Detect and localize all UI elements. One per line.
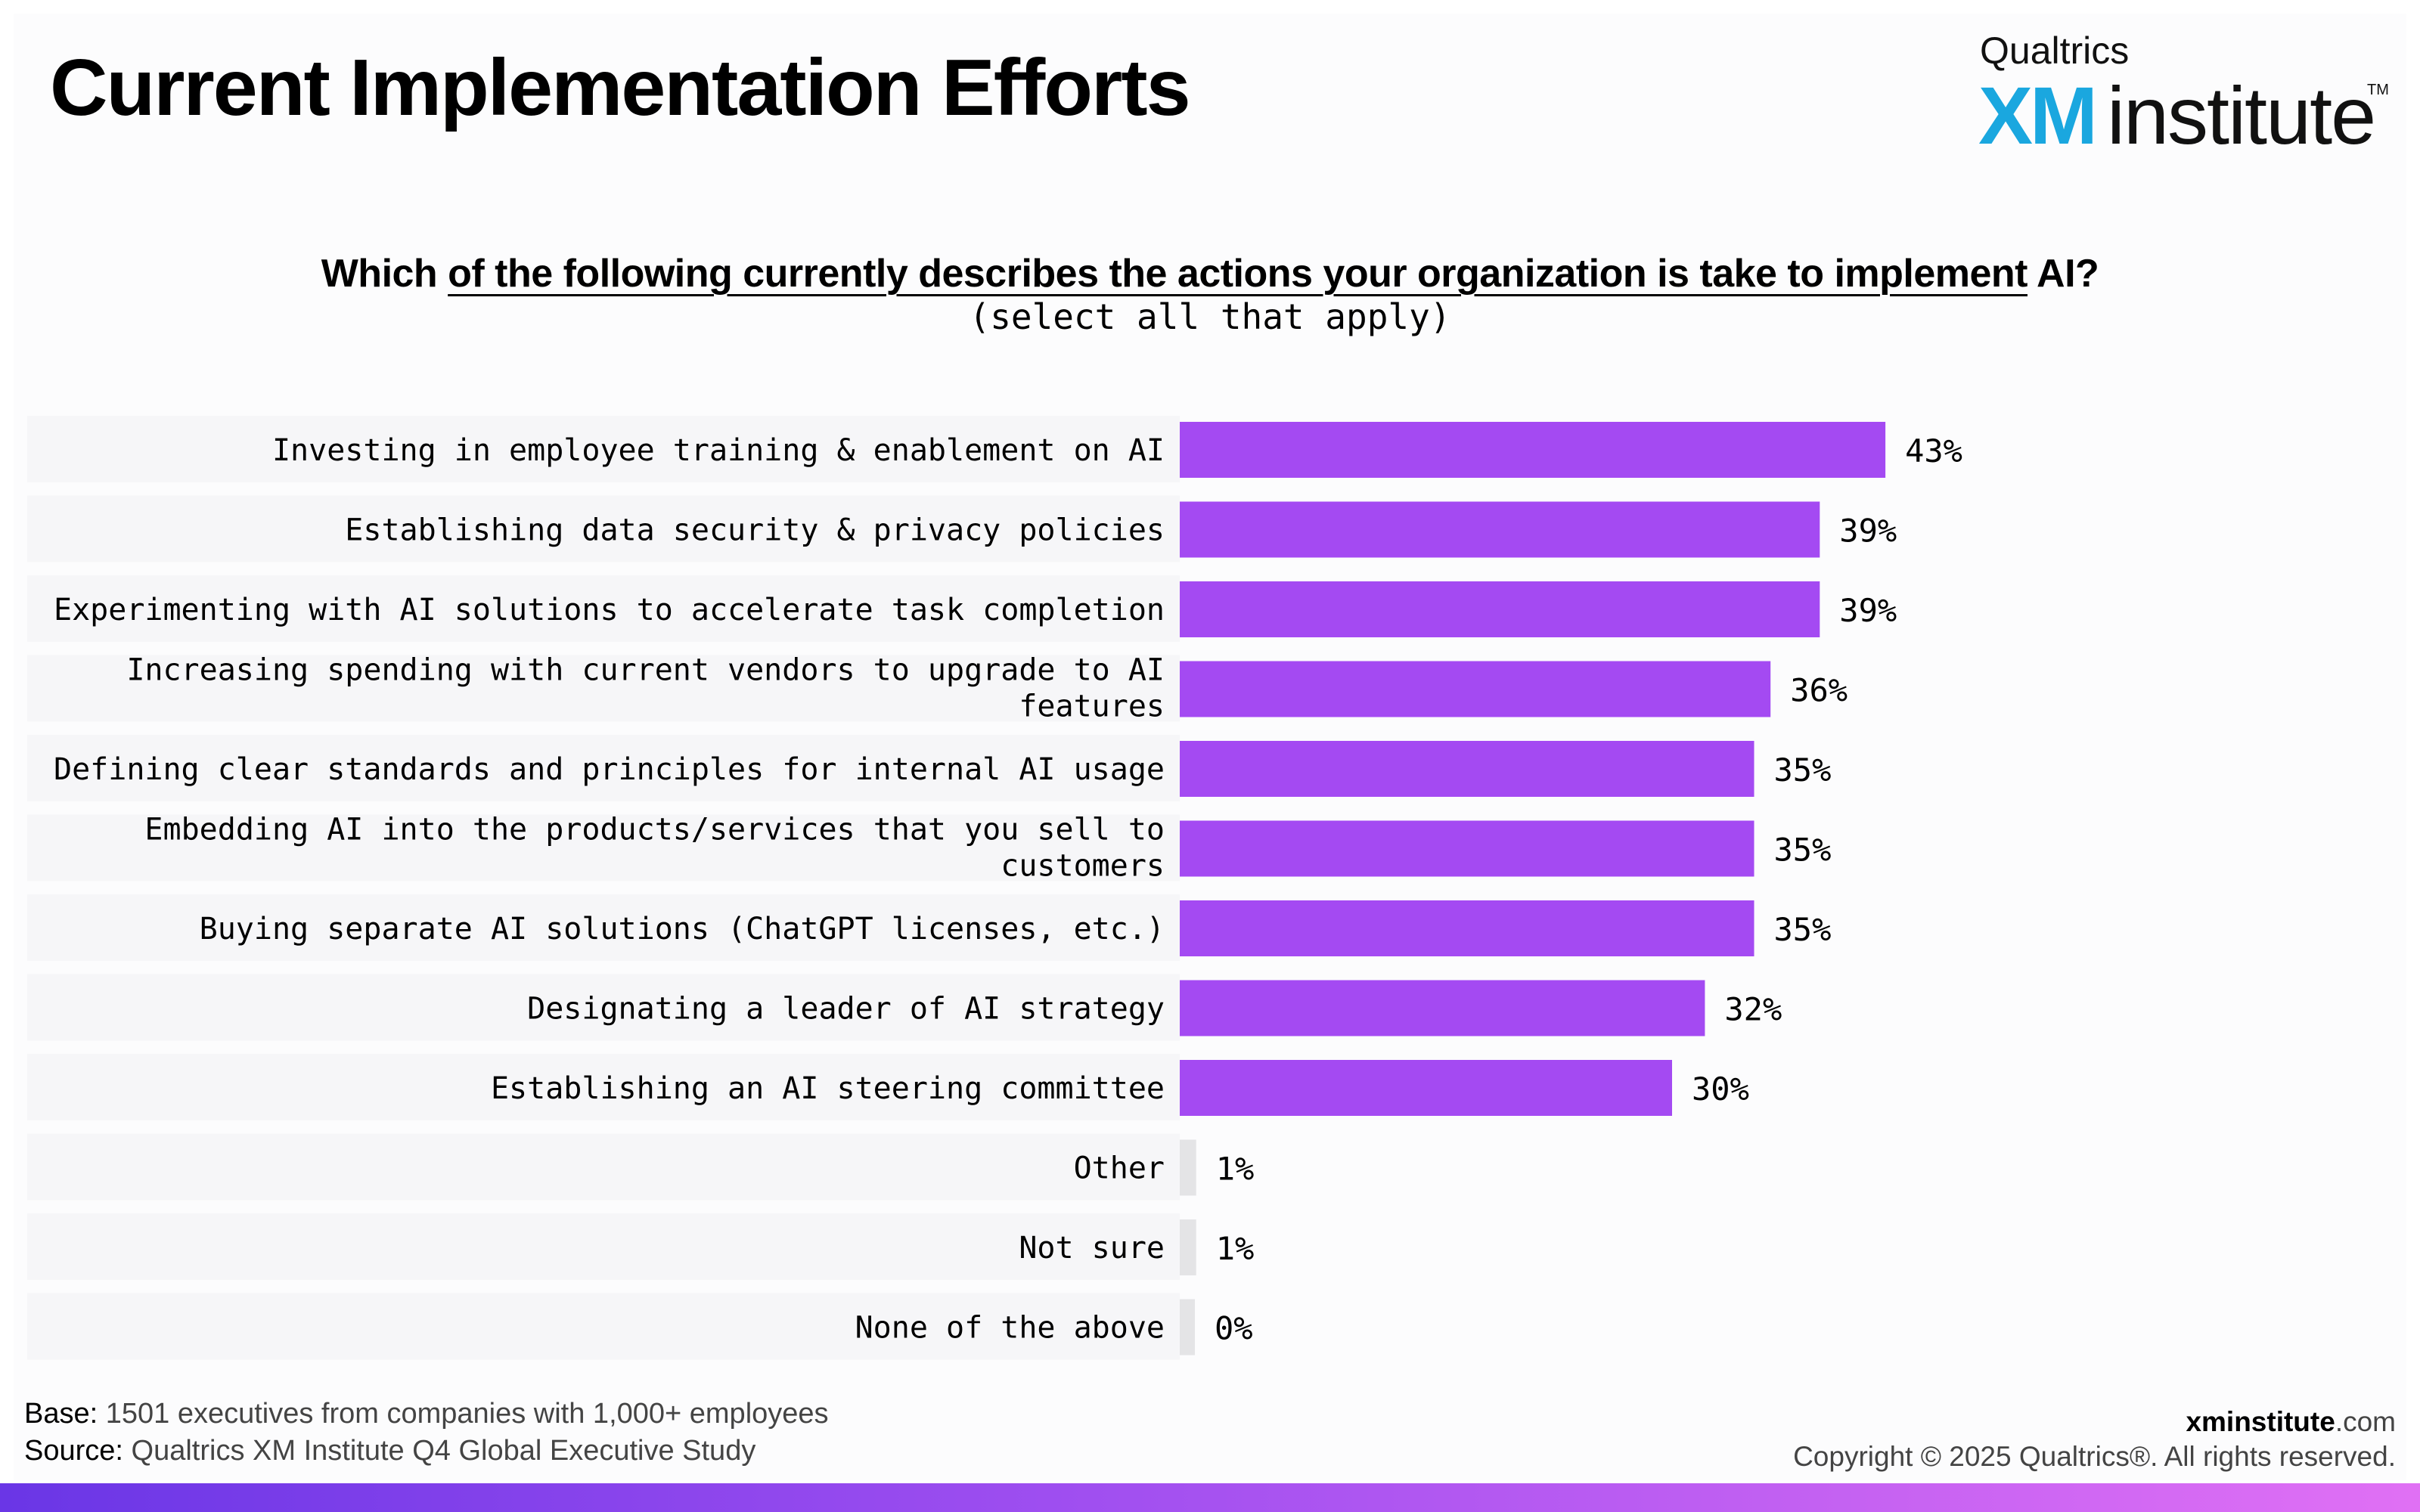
value-label: 30% — [1692, 1070, 1749, 1108]
row-background — [27, 1054, 1180, 1120]
question-note: (select all that apply) — [969, 296, 1451, 337]
value-label: 36% — [1790, 672, 1848, 709]
footer-source: Source: Qualtrics XM Institute Q4 Global… — [24, 1435, 756, 1467]
bar — [1180, 581, 1820, 637]
value-label: 32% — [1724, 991, 1782, 1028]
logo-xm-text: XM — [1978, 70, 2098, 161]
footer-base: Base: 1501 executives from companies wit… — [24, 1398, 829, 1430]
bar — [1180, 1219, 1196, 1275]
bottom-gradient-bar — [0, 1483, 2420, 1512]
value-label: 35% — [1774, 751, 1832, 789]
question-tail: AI? — [2028, 252, 2099, 296]
row-background — [27, 655, 1180, 722]
value-label: 43% — [1905, 432, 1962, 469]
category-label: Designating a leader of AI strategy — [527, 992, 1165, 1027]
value-label: 1% — [1216, 1230, 1255, 1267]
value-label: 1% — [1216, 1151, 1255, 1188]
footer-base-source: Base: 1501 executives from companies wit… — [24, 1396, 829, 1470]
page-title: Current Implementation Efforts — [50, 43, 1191, 132]
question-underlined: of the following currently describes the… — [448, 252, 2028, 296]
value-label: 35% — [1774, 911, 1832, 948]
question-lead: Which — [321, 252, 448, 296]
bar — [1180, 422, 1886, 478]
row-background — [27, 894, 1180, 961]
category-label: None of the above — [855, 1311, 1165, 1346]
row-background — [27, 1213, 1180, 1280]
row-background — [27, 575, 1180, 642]
row-background — [27, 735, 1180, 801]
category-label: Embedding AI into the products/services … — [144, 813, 1165, 884]
category-label: Other — [1074, 1151, 1165, 1186]
category-label: Investing in employee training & enablem… — [272, 433, 1165, 468]
category-label: Increasing spending with current vendors… — [126, 653, 1165, 724]
bar — [1180, 820, 1754, 877]
category-label: Defining clear standards and principles … — [54, 752, 1165, 787]
bar — [1180, 980, 1705, 1036]
row-background — [27, 974, 1180, 1041]
row-background — [27, 1133, 1180, 1201]
bar — [1180, 661, 1771, 717]
value-label: 39% — [1839, 592, 1897, 629]
row-background — [27, 814, 1180, 881]
row-background — [27, 495, 1180, 562]
row-background — [27, 1293, 1180, 1360]
value-label: 35% — [1774, 832, 1832, 869]
category-label: Experimenting with AI solutions to accel… — [54, 593, 1165, 627]
value-label: 0% — [1215, 1310, 1253, 1347]
chart-question: Which of the following currently describ… — [0, 251, 2420, 296]
footer-copyright: Copyright © 2025 Qualtrics®. All rights … — [1793, 1441, 2396, 1472]
footer-copyright-block: xminstitute.com Copyright © 2025 Qualtri… — [1793, 1405, 2396, 1474]
category-label: Establishing an AI steering committee — [491, 1071, 1165, 1106]
bar — [1180, 1060, 1672, 1116]
logo-brand-text: Qualtrics — [1980, 29, 2130, 72]
row-background — [27, 416, 1180, 482]
value-label: 39% — [1839, 513, 1897, 550]
logo-institute-text: institute — [2107, 70, 2376, 161]
category-label: Buying separate AI solutions (ChatGPT li… — [200, 912, 1165, 947]
footer-site: xminstitute.com — [2186, 1406, 2396, 1437]
bar — [1180, 900, 1754, 956]
category-label: Not sure — [1019, 1231, 1165, 1266]
bar — [1180, 501, 1820, 558]
bar — [1180, 1299, 1195, 1356]
bar — [1180, 741, 1754, 797]
logo-trademark: TM — [2367, 82, 2389, 98]
category-label: Establishing data security & privacy pol… — [345, 513, 1165, 548]
bar — [1180, 1139, 1196, 1196]
xm-institute-logo: Qualtrics XM institute TM — [1978, 29, 2389, 161]
